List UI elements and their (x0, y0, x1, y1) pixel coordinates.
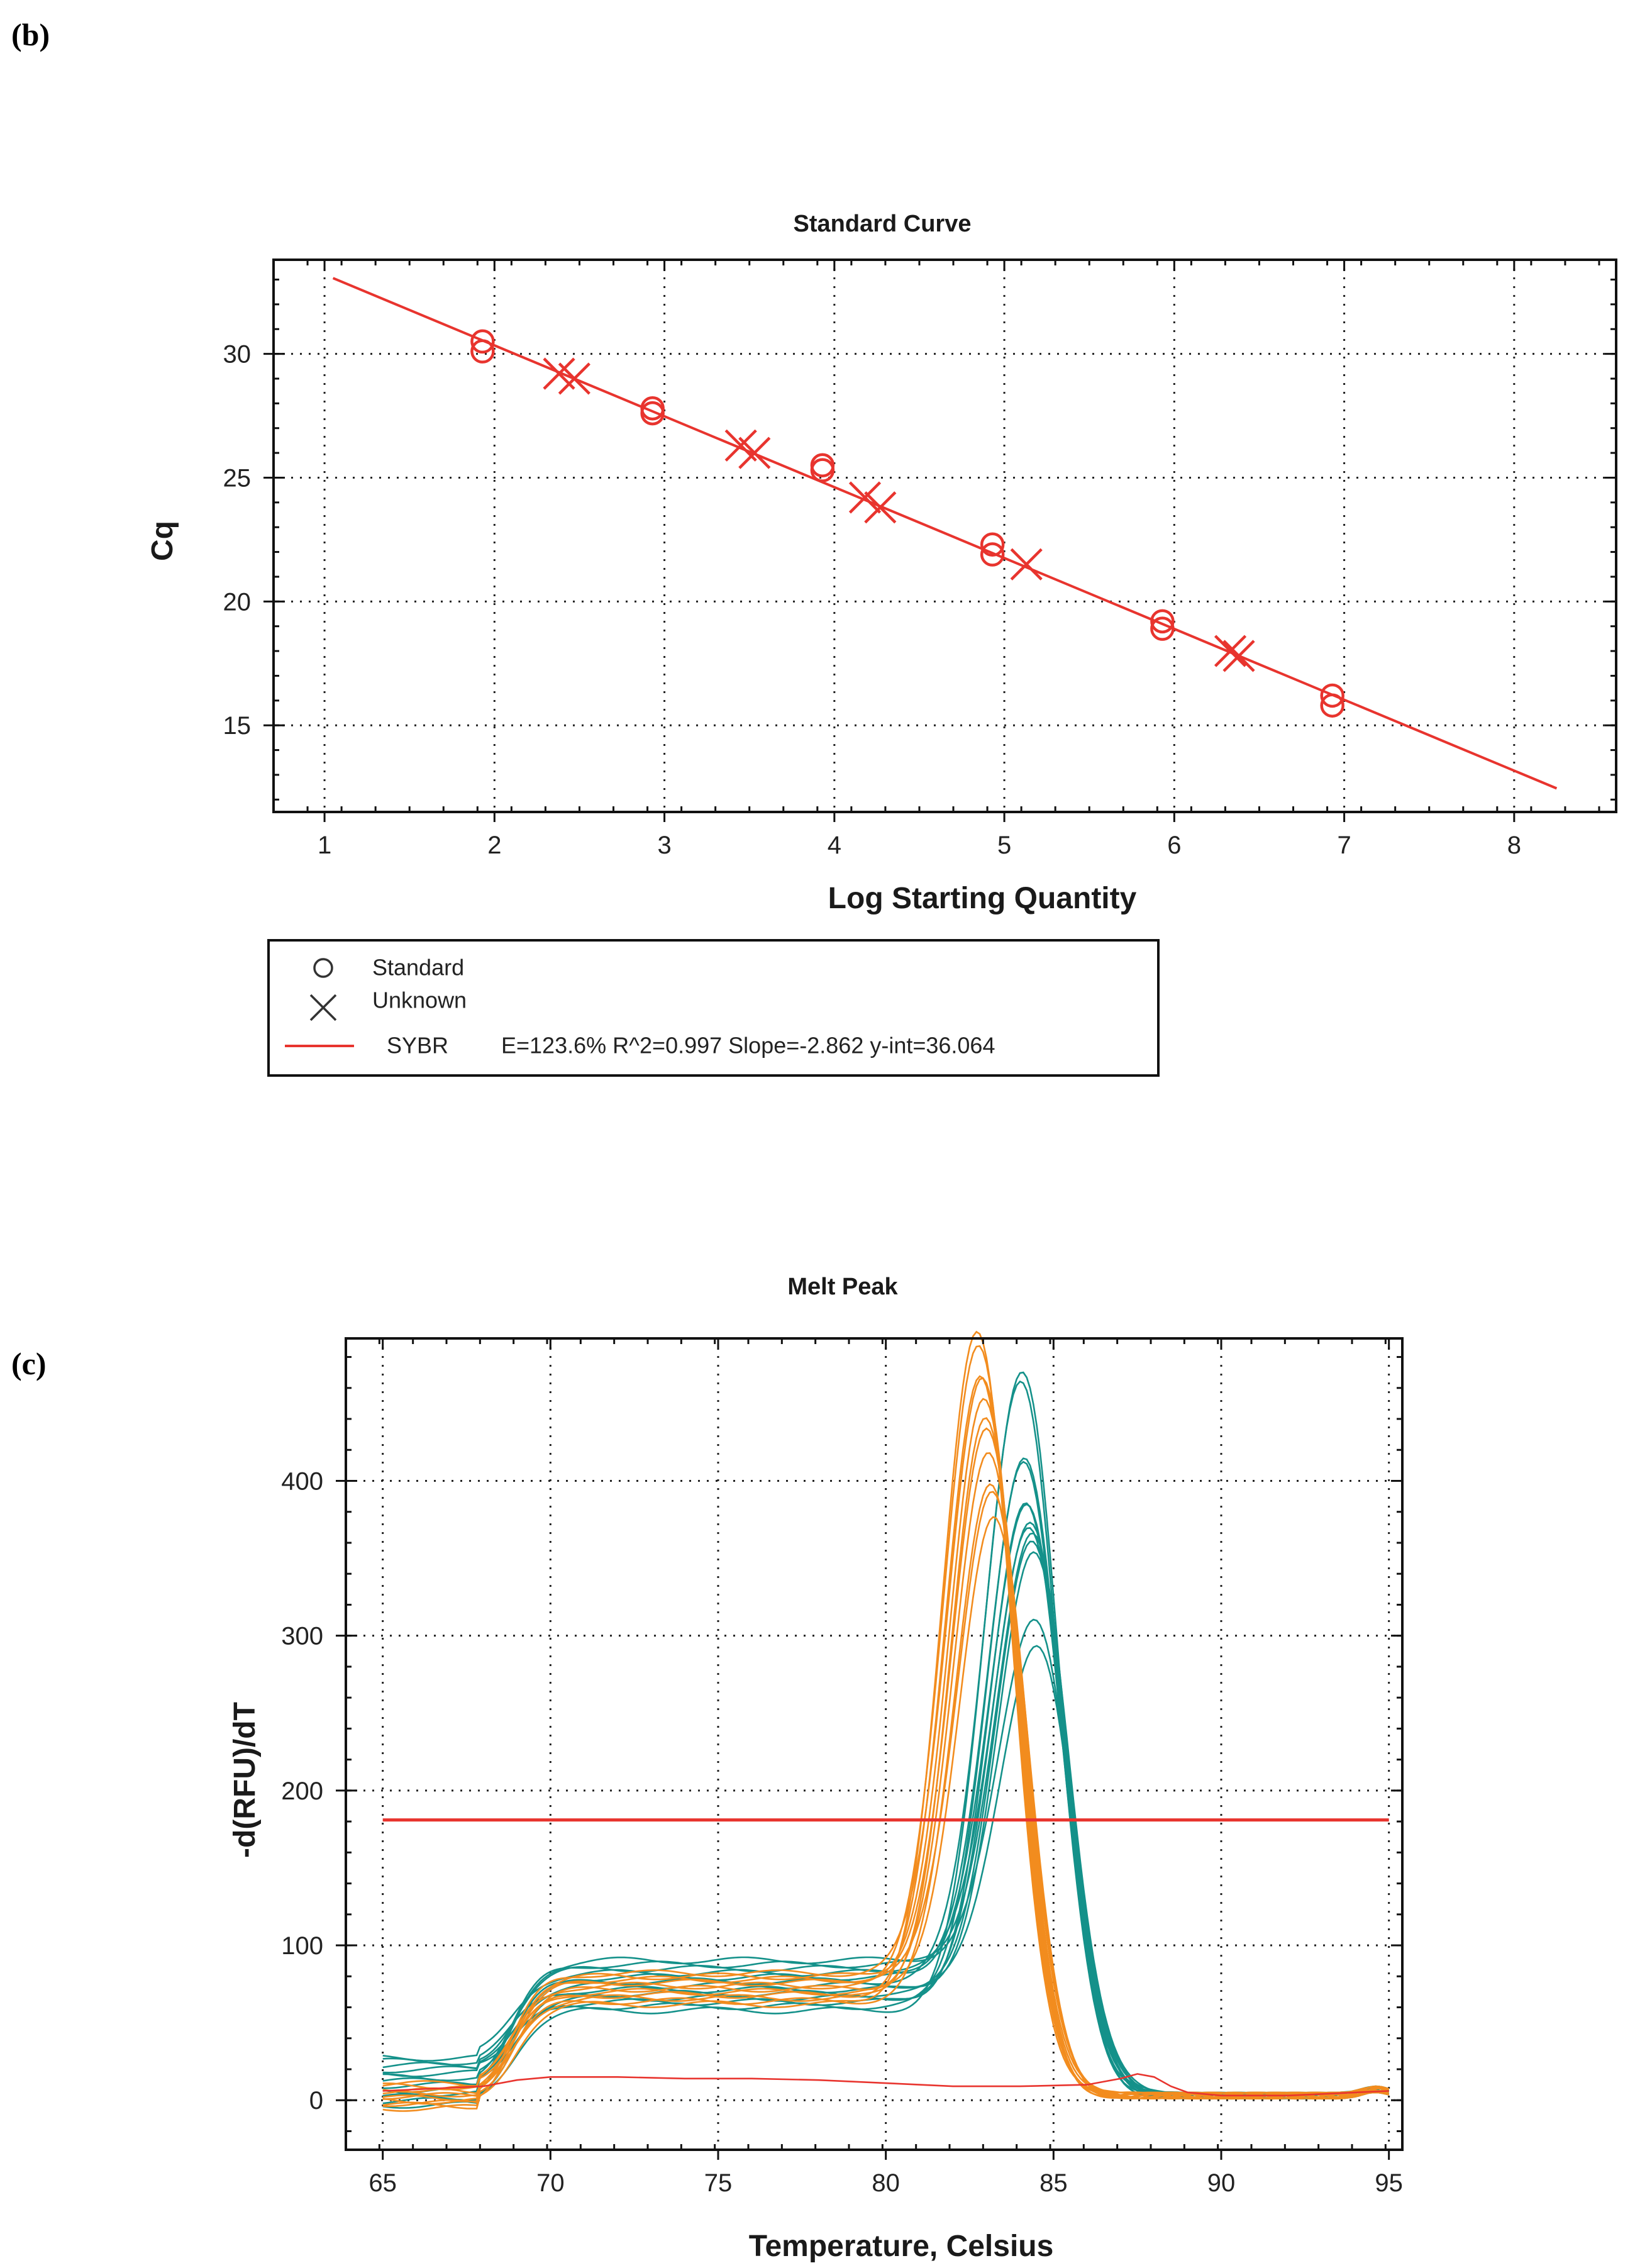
melt-peak-grid (346, 1338, 1402, 2150)
y-tick-label: 0 (309, 2087, 323, 2115)
unknown-point (738, 436, 771, 469)
unknown-point (1214, 635, 1247, 667)
legend-unknown-label: Unknown (372, 987, 467, 1013)
orange-melt-curve (382, 1483, 1389, 2100)
x-tick-label: 6 (1167, 831, 1181, 859)
melt-peak-plot-frame (345, 1337, 1404, 2151)
fit-line (332, 277, 1558, 790)
unknown-point (1010, 548, 1043, 581)
legend-fit-stats: E=123.6% R^2=0.997 Slope=-2.862 y-int=36… (501, 1033, 995, 1059)
standard-curve-grid (274, 260, 1616, 812)
y-tick-label: 100 (281, 1932, 323, 1960)
y-tick-label: 20 (223, 588, 252, 616)
melt-peak-x-axis-title: Temperature, Celsius (749, 2230, 1054, 2263)
y-tick-label: 300 (281, 1623, 323, 1650)
x-tick-label: 75 (704, 2169, 733, 2197)
unknown-point (1222, 640, 1255, 672)
melt-peak-curves (382, 1330, 1390, 2112)
x-tick-label: 5 (997, 831, 1011, 859)
orange-melt-curve (382, 1516, 1390, 2100)
standard-curve-ticks: 1 2 3 4 5 6 7 8 15 20 25 30 (223, 260, 1616, 859)
x-tick-label: 65 (369, 2169, 397, 2197)
panel-label-b: (b) (11, 17, 50, 52)
standard-point (470, 339, 495, 364)
standard-point (810, 458, 835, 482)
unknown-point (864, 491, 897, 524)
melt-peak-title: Melt Peak (787, 1274, 898, 1300)
y-tick-label: 30 (223, 341, 252, 369)
melt-peak-y-axis-title: -d(RFU)/dT (228, 1702, 262, 1858)
x-tick-label: 3 (657, 831, 671, 859)
x-tick-label: 80 (872, 2169, 900, 2197)
standard-point (470, 329, 495, 354)
standard-point (1320, 693, 1344, 718)
x-tick-label: 95 (1375, 2169, 1403, 2197)
melt-peak-ticks: 65 70 75 80 85 90 95 0 100 200 300 400 (281, 1338, 1403, 2197)
standard-point (1150, 609, 1175, 634)
standard-curve-plot-frame (272, 258, 1617, 813)
legend-box (267, 939, 1160, 1077)
x-tick-label: 2 (487, 831, 501, 859)
standard-point (640, 401, 665, 426)
legend-standard-circle-icon (313, 958, 333, 978)
panel-label-c: (c) (11, 1346, 47, 1381)
standard-curve-title: Standard Curve (794, 211, 972, 237)
unknown-point (848, 481, 882, 514)
standard-point (980, 542, 1005, 567)
standard-curve-y-axis-title: Cq (146, 521, 179, 561)
x-tick-label: 1 (318, 831, 331, 859)
standard-curve-fit-line (332, 277, 1558, 790)
legend-standard-label: Standard (372, 955, 464, 981)
y-tick-label: 25 (223, 464, 252, 492)
standard-point (1320, 683, 1344, 708)
negative-control-curve (382, 2073, 1389, 2097)
x-tick-label: 4 (828, 831, 841, 859)
standard-point (980, 532, 1005, 557)
y-tick-label: 200 (281, 1777, 323, 1805)
legend-fit-name: SYBR (387, 1033, 448, 1059)
y-tick-label: 15 (223, 712, 252, 740)
standard-curve-legend: Standard Unknown SYBR E=123.6% R^2=0.997… (267, 939, 1160, 1077)
unknown-point (558, 362, 590, 395)
standard-curve-points (470, 329, 1344, 718)
standard-curve-x-axis-title: Log Starting Quantity (828, 882, 1137, 915)
orange-melt-curve (382, 1491, 1389, 2110)
y-tick-label: 400 (281, 1467, 323, 1495)
x-tick-label: 90 (1207, 2169, 1236, 2197)
x-tick-label: 7 (1337, 831, 1351, 859)
x-tick-label: 85 (1039, 2169, 1068, 2197)
standard-point (1150, 616, 1175, 641)
legend-unknown-cross-icon (309, 994, 337, 1021)
x-tick-label: 8 (1507, 831, 1521, 859)
x-tick-label: 70 (536, 2169, 565, 2197)
